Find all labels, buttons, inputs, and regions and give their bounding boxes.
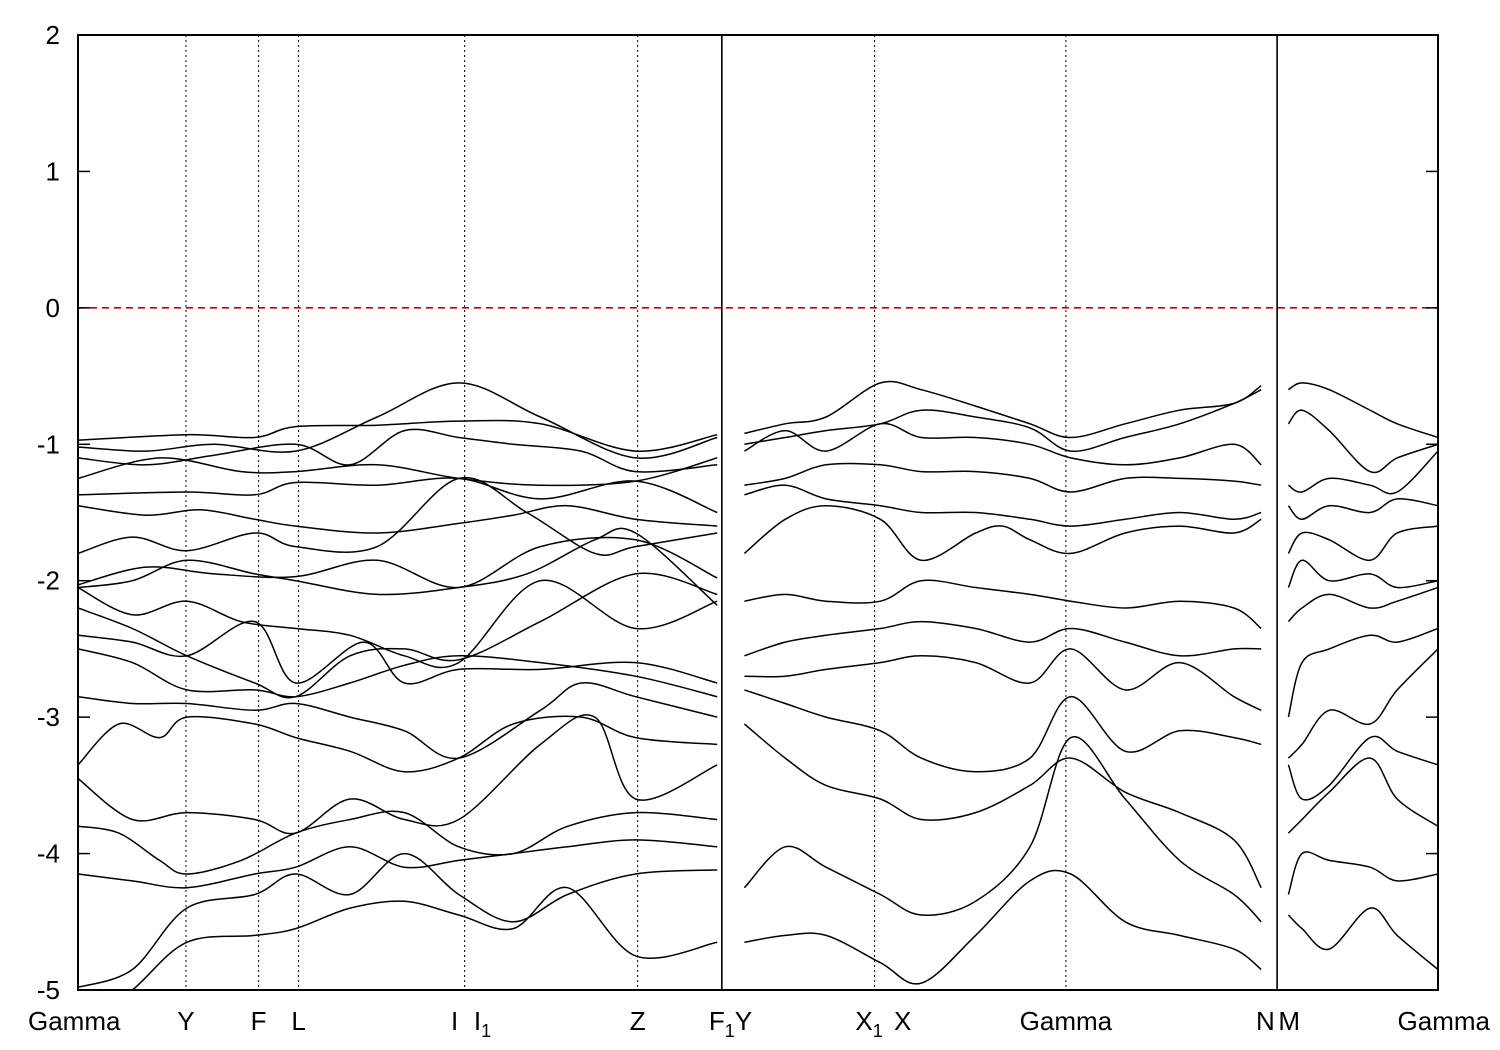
y-tick-label: -4 bbox=[37, 839, 60, 869]
band-line bbox=[744, 422, 1262, 466]
band-line bbox=[78, 579, 718, 669]
band-line bbox=[743, 723, 1262, 889]
band-line bbox=[1287, 907, 1438, 971]
band-line bbox=[78, 572, 718, 699]
band-line bbox=[744, 380, 1262, 439]
band-line bbox=[78, 504, 718, 534]
band-line bbox=[744, 579, 1262, 630]
band-line bbox=[744, 869, 1262, 985]
band-line bbox=[78, 714, 718, 835]
band-line bbox=[744, 389, 1262, 452]
x-tick-label: L bbox=[291, 1006, 305, 1036]
band-line bbox=[1287, 525, 1438, 562]
x-tick-label: Gamma bbox=[1020, 1006, 1113, 1036]
band-line bbox=[78, 476, 718, 556]
y-tick-label: -1 bbox=[37, 429, 60, 459]
high-symmetry-lines bbox=[185, 35, 1278, 990]
y-tick-label: 2 bbox=[46, 20, 60, 50]
band-line bbox=[1287, 498, 1438, 521]
y-tick-label: 0 bbox=[46, 293, 60, 323]
x-tick-label: Gamma bbox=[1398, 1006, 1491, 1036]
band-line bbox=[744, 462, 1262, 493]
x-tick-label: X bbox=[894, 1006, 911, 1036]
band-line bbox=[78, 419, 718, 452]
band-line bbox=[78, 810, 718, 875]
band-line bbox=[1287, 450, 1438, 495]
y-tick-label: -5 bbox=[37, 975, 60, 1005]
y-tick-label: 1 bbox=[46, 156, 60, 186]
band-line bbox=[78, 527, 718, 606]
x-tick-label: Z bbox=[630, 1006, 646, 1036]
x-axis: Gamma Y F L I I1 Z F1 Y X1 X Gamma N M Gamma bbox=[28, 1006, 1491, 1041]
band-line bbox=[78, 715, 718, 773]
band-line bbox=[1287, 757, 1438, 834]
band-line bbox=[1287, 851, 1438, 895]
x-tick-label: Y bbox=[177, 1006, 194, 1036]
band-line bbox=[78, 477, 718, 514]
band-line bbox=[1287, 648, 1438, 759]
band-line bbox=[1287, 586, 1438, 623]
bands-layer bbox=[78, 380, 1438, 990]
x-tick-label: Gamma bbox=[28, 1006, 121, 1036]
x-tick-label: M bbox=[1278, 1006, 1300, 1036]
band-line bbox=[1287, 735, 1438, 801]
band-line bbox=[78, 681, 718, 760]
band-line bbox=[1287, 409, 1438, 474]
band-line bbox=[744, 620, 1262, 657]
x-tick-label: N bbox=[1256, 1006, 1275, 1036]
x-tick-subscript: 1 bbox=[873, 1021, 883, 1041]
band-line bbox=[1287, 627, 1438, 718]
x-tick-label: F bbox=[251, 1006, 267, 1036]
band-line bbox=[1287, 559, 1438, 589]
x-tick-subscript: 1 bbox=[481, 1021, 491, 1041]
plot-frame bbox=[77, 34, 1439, 991]
x-tick-subscript: 1 bbox=[725, 1021, 735, 1041]
y-tick-label: -3 bbox=[37, 702, 60, 732]
band-line bbox=[78, 648, 718, 698]
band-line bbox=[78, 620, 718, 685]
band-line bbox=[78, 839, 718, 889]
band-line bbox=[78, 536, 718, 589]
band-line bbox=[78, 852, 718, 989]
band-line bbox=[744, 484, 1262, 527]
band-line bbox=[744, 648, 1262, 711]
band-line bbox=[78, 428, 718, 473]
y-tick-label: -2 bbox=[37, 566, 60, 596]
band-line bbox=[78, 382, 718, 459]
band-line bbox=[744, 689, 1262, 773]
band-line bbox=[1288, 382, 1438, 439]
x-tick-label: I bbox=[451, 1006, 458, 1036]
x-tick-label: Y bbox=[735, 1006, 752, 1036]
y-axis: -5 -4 -3 -2 -1 0 1 2 bbox=[37, 20, 1438, 1005]
band-line bbox=[743, 504, 1262, 562]
band-line bbox=[131, 886, 718, 990]
band-line bbox=[743, 736, 1262, 923]
